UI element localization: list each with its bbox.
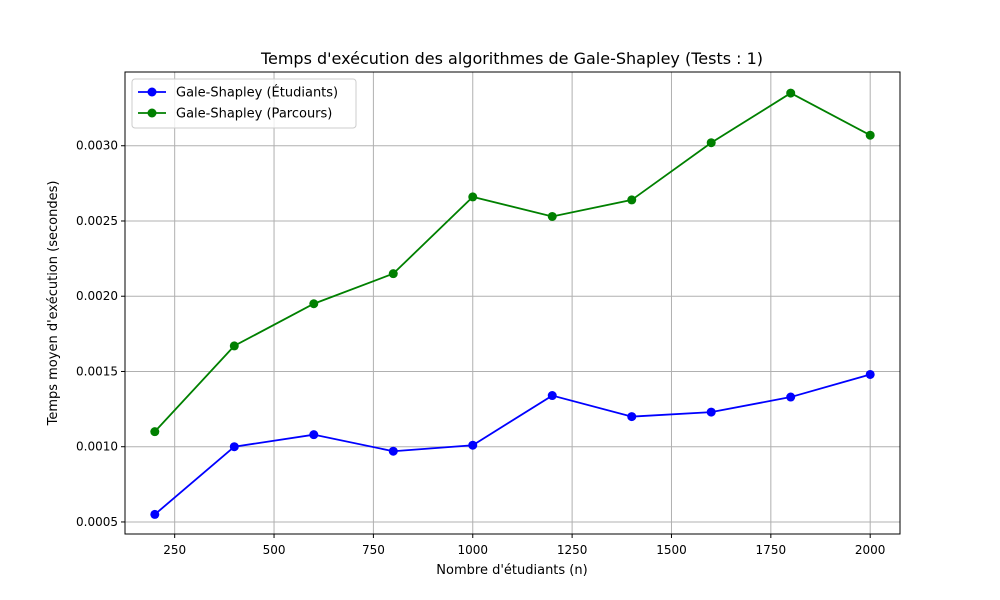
series-2 xyxy=(150,88,875,437)
series-2-point xyxy=(388,269,398,279)
legend: Gale-Shapley (Étudiants) Gale-Shapley (Pa… xyxy=(131,78,357,129)
series-2-point xyxy=(627,195,637,205)
series-2-point xyxy=(786,88,796,98)
grid xyxy=(125,72,900,534)
legend-item: Gale-Shapley (Étudiants) xyxy=(138,85,338,101)
plot-area xyxy=(125,72,900,534)
y-tick-label: 0.0010 xyxy=(76,440,118,454)
y-tick-label: 0.0030 xyxy=(76,139,118,153)
series-1-point xyxy=(786,392,796,402)
y-tick-label: 0.0020 xyxy=(76,289,118,303)
series-1-point xyxy=(627,412,637,422)
plot-frame xyxy=(124,71,901,535)
series-1-point xyxy=(388,446,398,456)
legend-label: Gale-Shapley (Étudiants) xyxy=(176,85,338,101)
series-1 xyxy=(150,369,875,519)
series-1-point xyxy=(547,391,557,401)
x-tick-label: 1500 xyxy=(656,543,687,557)
series-2-line xyxy=(154,92,871,433)
legend-marker xyxy=(147,108,157,118)
series-2-point xyxy=(309,299,319,309)
y-axis: 0.0005 0.0010 0.0015 0.0020 0.0025 0.0030 xyxy=(76,139,125,529)
series-1-point xyxy=(706,407,716,417)
x-tick-label: 1250 xyxy=(557,543,588,557)
chart-title: Temps d'exécution des algorithmes de Gal… xyxy=(260,49,763,68)
y-tick-label: 0.0025 xyxy=(76,214,118,228)
x-axis: 250 500 750 1000 1250 1500 1750 2000 xyxy=(163,534,885,557)
x-axis-label: Nombre d'étudiants (n) xyxy=(436,563,587,578)
series-1-line xyxy=(154,373,871,516)
series-2-point xyxy=(547,211,557,221)
y-tick-label: 0.0005 xyxy=(76,515,118,529)
series-1-point xyxy=(309,430,319,440)
legend-frame xyxy=(131,78,357,129)
x-tick-label: 1750 xyxy=(756,543,787,557)
x-tick-label: 250 xyxy=(163,543,186,557)
series-2-point xyxy=(706,138,716,148)
series-2-point xyxy=(229,341,239,351)
legend-label: Gale-Shapley (Parcours) xyxy=(176,107,332,122)
series-2-point xyxy=(150,427,160,437)
series-2-point xyxy=(865,130,875,140)
series-layer xyxy=(150,88,875,519)
series-1-point xyxy=(229,442,239,452)
legend-item: Gale-Shapley (Parcours) xyxy=(138,107,332,122)
y-axis-label: Temps moyen d'exécution (secondes) xyxy=(46,181,61,427)
x-tick-label: 1000 xyxy=(457,543,488,557)
series-1-point xyxy=(150,509,160,519)
legend-marker xyxy=(147,87,157,97)
x-tick-label: 750 xyxy=(362,543,385,557)
x-tick-label: 500 xyxy=(263,543,286,557)
series-2-point xyxy=(468,192,478,202)
x-tick-label: 2000 xyxy=(855,543,886,557)
y-tick-label: 0.0015 xyxy=(76,364,118,378)
series-1-point xyxy=(468,440,478,450)
series-1-point xyxy=(865,369,875,379)
